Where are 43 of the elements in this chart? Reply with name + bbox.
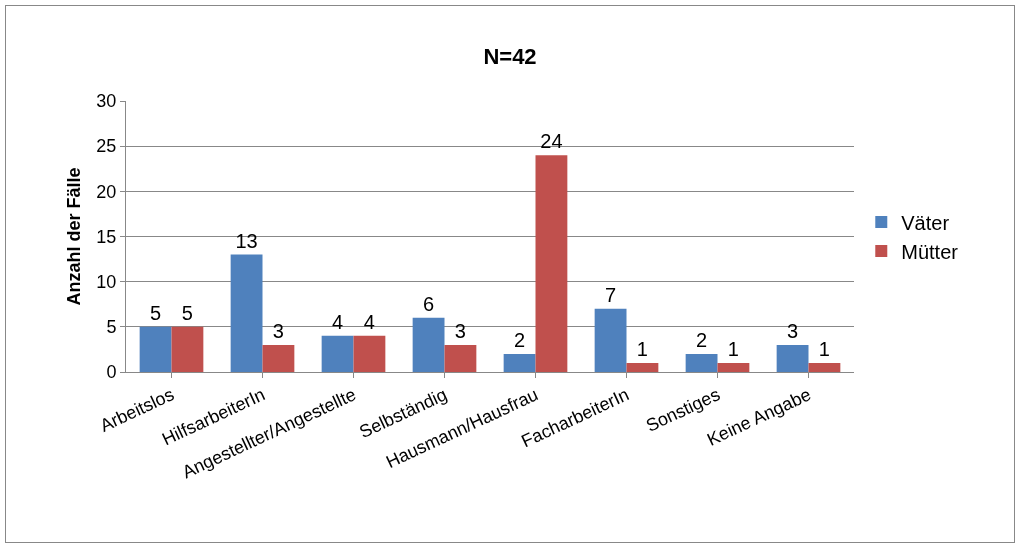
data-label: 2 bbox=[514, 328, 526, 351]
bar bbox=[594, 308, 627, 372]
data-label: 1 bbox=[636, 337, 648, 360]
bar bbox=[171, 326, 204, 372]
legend-label: Mütter bbox=[901, 240, 959, 263]
y-tick-label: 25 bbox=[96, 136, 117, 157]
bar bbox=[776, 344, 809, 372]
bar bbox=[626, 362, 659, 372]
data-label: 6 bbox=[423, 292, 435, 315]
bar bbox=[262, 344, 295, 372]
data-label: 3 bbox=[454, 319, 466, 342]
bar bbox=[503, 353, 536, 372]
bar bbox=[230, 254, 263, 372]
bar bbox=[139, 326, 172, 372]
data-label: 5 bbox=[150, 301, 162, 324]
bar bbox=[717, 362, 750, 372]
y-tick-label: 20 bbox=[96, 181, 117, 202]
y-tick-label: 0 bbox=[106, 362, 117, 383]
y-tick-label: 30 bbox=[96, 91, 117, 112]
y-tick-label: 5 bbox=[106, 317, 117, 338]
bar bbox=[444, 344, 477, 372]
bar bbox=[535, 155, 568, 372]
bar bbox=[685, 353, 718, 372]
bar bbox=[321, 335, 354, 372]
data-label: 13 bbox=[235, 229, 258, 252]
y-tick-label: 15 bbox=[96, 226, 117, 247]
data-label: 5 bbox=[181, 301, 193, 324]
bar bbox=[808, 362, 841, 372]
data-label: 1 bbox=[818, 337, 830, 360]
bar bbox=[412, 317, 445, 372]
bar bbox=[353, 335, 386, 372]
data-label: 3 bbox=[787, 319, 799, 342]
data-label: 2 bbox=[696, 328, 708, 351]
y-tick-label: 10 bbox=[96, 271, 117, 292]
data-label: 7 bbox=[605, 283, 617, 306]
chart-title: N=42 bbox=[483, 44, 537, 70]
data-label: 3 bbox=[272, 319, 284, 342]
data-label: 24 bbox=[540, 130, 563, 153]
y-axis-title: Anzahl der Fälle bbox=[64, 167, 84, 306]
data-label: 1 bbox=[727, 337, 739, 360]
data-label: 4 bbox=[332, 310, 344, 333]
data-label: 4 bbox=[363, 310, 375, 333]
legend-label: Väter bbox=[901, 211, 950, 234]
